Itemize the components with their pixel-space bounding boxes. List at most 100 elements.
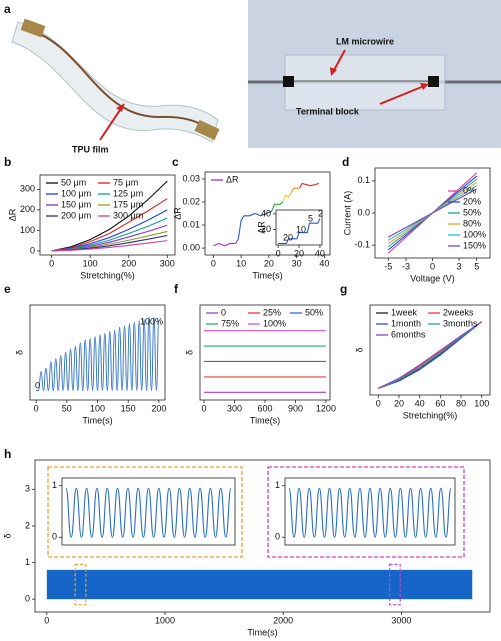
legend-label: 25%	[263, 307, 281, 317]
legend-label: 175 μm	[113, 199, 143, 209]
x-tick-label: 0	[430, 261, 435, 271]
electrode	[20, 18, 46, 38]
x-tick-label: 40	[319, 258, 329, 268]
y-tick-label: -0.1	[354, 240, 370, 250]
x-axis-label: Time(s)	[252, 270, 282, 280]
y-tick-label: 1	[25, 557, 30, 567]
series-line	[213, 238, 239, 247]
series-line	[378, 321, 483, 389]
x-axis-label: Time(s)	[82, 415, 112, 425]
legend-label: 50 μm	[61, 177, 86, 187]
legend-label: 1month	[391, 318, 421, 328]
legend-label: 125 μm	[113, 188, 143, 198]
x-tick-label: 600	[257, 403, 272, 413]
y-tick-label: 0	[52, 532, 57, 542]
y-tick-label: 0	[275, 532, 280, 542]
x-tick-label: 1000	[155, 615, 175, 625]
series-line	[290, 187, 300, 194]
series-line	[378, 321, 483, 389]
series-line	[51, 198, 168, 252]
x-tick-label: 100	[90, 403, 105, 413]
legend-label: 150%	[463, 240, 486, 250]
x-tick-label: 20	[294, 248, 304, 258]
inset-frame	[267, 466, 465, 558]
arrow	[332, 49, 346, 73]
inset-frame	[47, 466, 243, 558]
x-axis-label: Stretching(%)	[403, 410, 458, 420]
legend-label: 75%	[221, 318, 239, 328]
photo-right	[248, 0, 501, 148]
legend-label: 20%	[463, 196, 481, 206]
legend-label: 0	[221, 307, 226, 317]
arrow	[379, 85, 425, 105]
legend-label: 200 μm	[61, 210, 91, 220]
legend-label: 300 μm	[113, 210, 143, 220]
electrode	[194, 119, 220, 141]
x-tick-label: 3000	[391, 615, 411, 625]
legend-label: 100%	[463, 229, 486, 239]
x-tick-label: 10	[236, 258, 246, 268]
plot-area	[61, 477, 236, 546]
x-tick-label: 0	[376, 398, 381, 408]
x-tick-label: 0	[276, 248, 281, 258]
series-line	[282, 192, 292, 203]
x-tick-label: 2000	[273, 615, 293, 625]
photo-left	[11, 18, 220, 143]
legend-label: 80%	[463, 218, 481, 228]
x-tick-label: 40	[415, 398, 425, 408]
x-tick-label: 900	[288, 403, 303, 413]
lm-wire	[29, 29, 211, 131]
annotation: 5	[308, 213, 313, 223]
series-line	[378, 321, 483, 389]
x-tick-label: 200	[121, 258, 136, 268]
legend-label: 2weeks	[443, 307, 474, 317]
series-line	[298, 182, 320, 189]
terminal-block	[428, 76, 439, 87]
annotation: 0	[35, 380, 40, 390]
y-tick-label: 1	[275, 480, 280, 490]
y-tick-label: 0	[30, 245, 35, 255]
y-tick-label: 0.0	[357, 207, 370, 217]
x-tick-label: 5	[474, 261, 479, 271]
terminal-block	[283, 76, 294, 87]
annotation: 2	[318, 208, 323, 218]
x-tick-label: 60	[435, 398, 445, 408]
annotation: 100%	[140, 316, 163, 326]
annotation: 20	[283, 232, 293, 242]
tpu-film	[11, 21, 219, 143]
panel-label: d	[342, 155, 349, 169]
y-tick-label: 0.00	[182, 242, 200, 252]
legend-label: 6months	[391, 329, 426, 339]
y-tick-label: 100	[20, 225, 35, 235]
series-line	[278, 218, 321, 244]
x-axis-label: Voltage (V)	[410, 273, 455, 283]
x-tick-label: 0	[34, 403, 39, 413]
y-tick-label: 3	[25, 484, 30, 494]
y-axis-label: ΔR	[172, 207, 182, 220]
x-tick-label: 0	[202, 403, 207, 413]
y-tick-label: 40	[261, 208, 271, 218]
panel-label: e	[4, 282, 11, 296]
signal-band	[46, 569, 473, 600]
y-tick-label: 0	[25, 594, 30, 604]
x-tick-label: 80	[456, 398, 466, 408]
x-tick-label: 40	[315, 248, 325, 258]
legend-label: 50%	[463, 207, 481, 217]
x-axis-label: Stretching(%)	[80, 270, 135, 280]
film	[284, 54, 446, 111]
series-line	[237, 210, 272, 239]
x-tick-label: 50	[62, 403, 72, 413]
x-tick-label: 0	[44, 615, 49, 625]
plot-area	[39, 174, 176, 256]
plot-area	[34, 459, 491, 613]
photo-label: Terminal block	[296, 106, 360, 116]
panel-label: h	[4, 447, 11, 461]
x-tick-label: 0	[211, 258, 216, 268]
photo-label: TPU film	[72, 144, 109, 154]
x-tick-label: -5	[384, 261, 392, 271]
x-tick-label: 100	[474, 398, 489, 408]
series-line	[271, 201, 284, 212]
x-tick-label: 20	[394, 398, 404, 408]
legend-label: 100%	[263, 318, 286, 328]
plot-area	[369, 304, 491, 396]
